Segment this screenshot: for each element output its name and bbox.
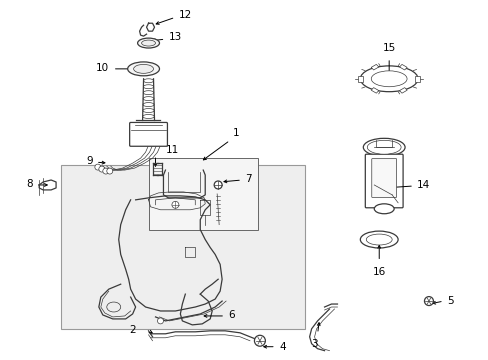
- Circle shape: [172, 201, 179, 208]
- Text: 13: 13: [168, 32, 182, 42]
- Text: 14: 14: [416, 180, 429, 190]
- FancyBboxPatch shape: [129, 122, 167, 146]
- Ellipse shape: [363, 138, 404, 156]
- Ellipse shape: [366, 140, 400, 154]
- Ellipse shape: [142, 40, 155, 46]
- Text: 2: 2: [129, 325, 135, 335]
- Text: 11: 11: [165, 145, 178, 155]
- Circle shape: [106, 168, 113, 174]
- Text: 1: 1: [233, 128, 239, 138]
- Text: 5: 5: [446, 296, 452, 306]
- Text: 3: 3: [311, 339, 317, 349]
- Polygon shape: [370, 87, 378, 93]
- Ellipse shape: [366, 234, 391, 245]
- Text: 8: 8: [26, 179, 33, 189]
- Text: 9: 9: [86, 156, 93, 166]
- Circle shape: [214, 181, 222, 189]
- Circle shape: [157, 318, 163, 324]
- Ellipse shape: [127, 62, 159, 76]
- Text: 4: 4: [279, 342, 286, 352]
- Circle shape: [424, 297, 432, 306]
- Circle shape: [99, 166, 104, 172]
- Circle shape: [102, 168, 108, 174]
- Ellipse shape: [137, 38, 159, 48]
- Ellipse shape: [373, 204, 393, 214]
- Text: 16: 16: [372, 267, 385, 277]
- Ellipse shape: [360, 231, 397, 248]
- Ellipse shape: [106, 302, 121, 312]
- FancyBboxPatch shape: [365, 154, 402, 208]
- Polygon shape: [370, 64, 378, 70]
- Ellipse shape: [360, 66, 417, 92]
- Text: 12: 12: [178, 10, 191, 20]
- Text: 10: 10: [96, 63, 108, 73]
- Polygon shape: [414, 76, 419, 82]
- Text: 7: 7: [244, 174, 251, 184]
- Ellipse shape: [370, 71, 406, 87]
- Circle shape: [254, 335, 265, 346]
- Polygon shape: [358, 76, 363, 82]
- Text: 6: 6: [227, 310, 234, 320]
- Text: 15: 15: [382, 43, 395, 53]
- Circle shape: [95, 164, 101, 170]
- Bar: [148, 158, 257, 230]
- FancyBboxPatch shape: [371, 159, 396, 197]
- Polygon shape: [399, 64, 407, 70]
- Ellipse shape: [133, 64, 153, 73]
- Polygon shape: [399, 87, 407, 93]
- Bar: [61, 165, 304, 329]
